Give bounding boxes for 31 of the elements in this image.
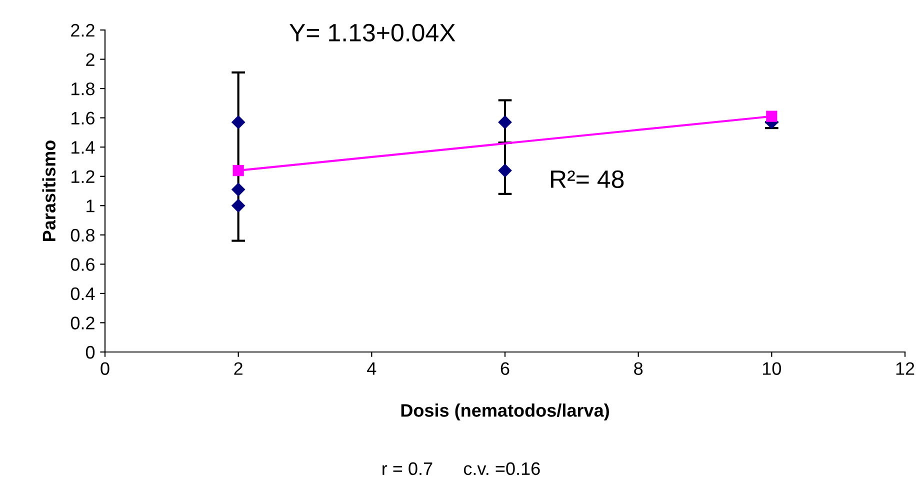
y-axis-title: Parasitismo [42,140,56,241]
x-tick-label: 6 [500,362,510,375]
y-tick-label: 1.8 [72,82,94,96]
x-tick-label: 8 [634,362,643,375]
point [231,198,246,213]
y-tick-label: 0.4 [70,287,95,300]
y-tick-label: 2 [86,53,94,66]
y-tick-label: 0 [86,346,95,359]
point [498,164,512,178]
y-tick-label: 0.8 [70,228,94,242]
y-tick-label: 1.6 [72,112,94,125]
x-axis-title: Dosis (nematodos/larva) [401,404,609,420]
point [232,164,244,176]
y-tick-label: 1.2 [72,170,94,183]
x-tick-label: 12 [896,362,914,375]
point [231,115,246,130]
point [231,182,246,196]
x-tick-label: 0 [100,362,110,375]
annotation: Y= 1.13+0.04X [290,24,456,42]
y-tick-label: 0.2 [70,316,94,330]
annotation: R²= 48 [551,170,624,188]
y-tick-label: 2.2 [71,24,94,37]
point [498,115,512,130]
y-tick-label: 1.4 [72,141,95,154]
x-tick-label: 2 [234,362,242,375]
y-tick-label: 1 [86,200,94,212]
point [766,110,778,122]
x-tick-label: 4 [367,362,376,375]
x-tick-label: 10 [763,362,782,375]
text: r = 0.7 c.v. =0.16 [382,462,540,476]
y-tick-label: 0.6 [70,258,94,271]
